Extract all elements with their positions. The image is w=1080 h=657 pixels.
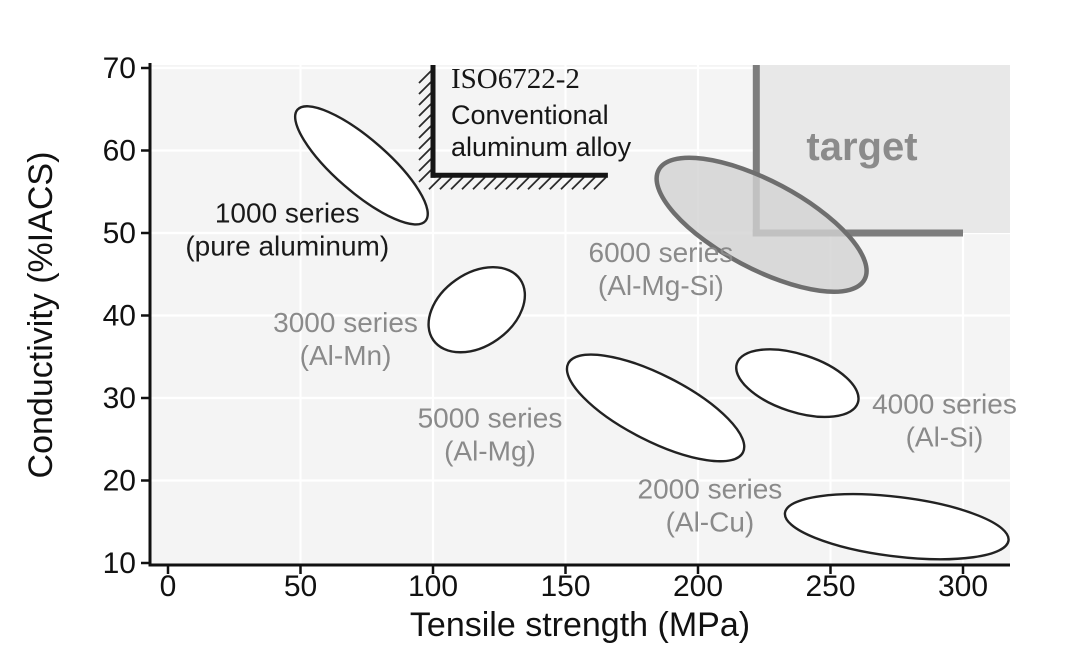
iso-hatch-tick [483,176,497,190]
iso-hatch-tick [538,176,552,190]
iso-hatch-tick [472,176,486,190]
y-tick-label-70: 70 [103,52,136,85]
iso-hatch-tick [428,176,442,190]
label-2000-series-line2: (Al-Cu) [666,507,755,538]
iso-hatch-tick [571,176,585,190]
iso-hatch-tick [418,92,432,106]
y-tick-label-40: 40 [103,300,136,333]
x-tick-label-200: 200 [673,570,723,603]
ellipse-6000-series [654,155,869,294]
iso-hatch-tick [582,176,596,190]
ellipse-3000-series [427,266,527,354]
label-4000-series-line1: 4000 series [872,389,1017,420]
ellipse-5000-series [565,353,746,463]
label-6000-series-line2: (Al-Mg-Si) [598,270,724,301]
x-tick-label-100: 100 [408,570,458,603]
iso-label-line3: aluminum alloy [451,132,632,162]
y-tick-label-10: 10 [103,547,136,580]
iso-hatch-tick [418,81,432,95]
iso-hatch-tick [439,176,453,190]
y-tick-label-20: 20 [103,465,136,498]
y-tick-label-30: 30 [103,382,136,415]
iso-hatch-tick [418,136,432,150]
iso-hatch-tick [560,176,574,190]
iso-hatch-tick [418,103,432,117]
iso-hatch-tick [527,176,541,190]
label-2000-series-line1: 2000 series [638,474,783,505]
iso-hatch-tick [418,70,432,84]
y-axis-title: Conductivity (%IACS) [22,152,60,479]
iso-hatch-tick [516,176,530,190]
iso-hatch-tick [549,176,563,190]
x-axis-title: Tensile strength (MPa) [410,606,750,644]
iso-label-line1: ISO6722-2 [451,63,580,95]
x-tick-label-250: 250 [805,570,855,603]
iso-hatch-tick [450,176,464,190]
ellipse-4000-series [735,348,860,419]
label-6000-series-line1: 6000 series [589,237,734,268]
iso-label-line2: Conventional [451,100,609,130]
iso-hatch-tick [418,125,432,139]
x-tick-label-0: 0 [160,570,177,603]
label-1000-series-line1: 1000 series [215,197,360,228]
label-3000-series-line1: 3000 series [273,307,418,338]
x-tick-label-50: 50 [284,570,317,603]
label-1000-series-line2: (pure aluminum) [185,230,389,261]
iso-hatch-tick [461,176,475,190]
iso-hatch-tick [505,176,519,190]
iso-hatch-tick [418,147,432,161]
y-tick-label-60: 60 [103,135,136,168]
x-tick-label-150: 150 [540,570,590,603]
ellipse-2000-series [783,492,1010,561]
iso-hatch-tick [418,158,432,172]
label-5000-series-line1: 5000 series [418,403,563,434]
label-5000-series-line2: (Al-Mg) [444,436,536,467]
iso-hatch-tick [418,169,432,183]
target-label: target [806,125,917,169]
label-4000-series-line2: (Al-Si) [906,422,984,453]
iso-hatch-tick [418,114,432,128]
label-3000-series-line2: (Al-Mn) [300,340,392,371]
x-tick-label-300: 300 [938,570,988,603]
iso-hatch-tick [494,176,508,190]
y-tick-label-50: 50 [103,217,136,250]
iso-hatch-tick [593,176,607,190]
ellipse-1000-series [293,105,429,226]
